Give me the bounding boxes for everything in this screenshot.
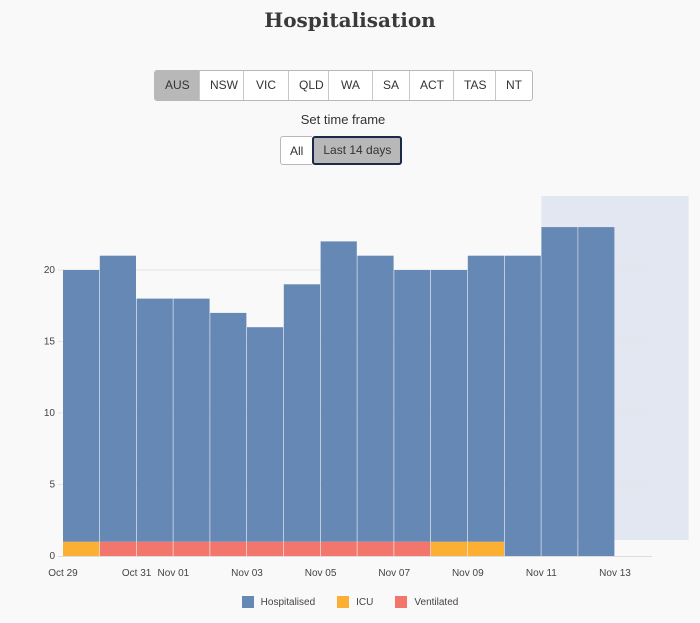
bar-hospitalised-nov-09[interactable] bbox=[467, 255, 504, 542]
region-button-act[interactable]: ACT bbox=[410, 71, 454, 100]
legend-item-ventilated[interactable]: Ventilated bbox=[395, 596, 458, 608]
legend-label: Hospitalised bbox=[260, 596, 316, 608]
hospitalisation-chart: 0 5 10 15 20 Oct 29 Oct 31 Nov 01 Nov 03 Nov 05 No… bbox=[44, 196, 689, 579]
x-tick-label: Nov 09 bbox=[452, 568, 484, 579]
x-tick-label: Oct 31 bbox=[122, 568, 152, 579]
timeframe-last-14-days-button[interactable]: Last 14 days bbox=[312, 136, 403, 165]
bar-ventilated-nov-04[interactable] bbox=[283, 541, 320, 556]
legend-label: Ventilated bbox=[414, 596, 459, 608]
bar-icu-nov-08[interactable] bbox=[431, 541, 468, 556]
bar-ventilated-nov-02[interactable] bbox=[210, 541, 247, 556]
legend-swatch bbox=[395, 596, 408, 608]
y-tick-label: 5 bbox=[49, 480, 55, 491]
chart-legend: Hospitalised ICU Ventilated bbox=[0, 596, 700, 608]
x-tick-label: Nov 07 bbox=[378, 568, 410, 579]
bar-hospitalised-nov-10[interactable] bbox=[504, 255, 541, 556]
bar-hospitalised-nov-06[interactable] bbox=[357, 255, 394, 542]
bar-ventilated-oct-30[interactable] bbox=[99, 541, 136, 556]
timeframe-label: Set time frame bbox=[300, 112, 386, 127]
bar-hospitalised-nov-02[interactable] bbox=[210, 312, 247, 542]
region-button-aus[interactable]: AUS bbox=[155, 71, 200, 100]
y-tick-label: 20 bbox=[44, 265, 56, 276]
region-button-sa[interactable]: SA bbox=[373, 71, 410, 100]
region-button-wa[interactable]: WA bbox=[329, 71, 373, 100]
region-button-nsw[interactable]: NSW bbox=[200, 71, 244, 100]
bar-hospitalised-nov-01[interactable] bbox=[173, 298, 210, 542]
region-button-vic[interactable]: VIC bbox=[244, 71, 289, 100]
x-tick-label: Nov 03 bbox=[231, 568, 263, 579]
bar-hospitalised-oct-30[interactable] bbox=[99, 255, 136, 542]
x-tick-label: Nov 11 bbox=[526, 568, 557, 579]
legend-swatch bbox=[337, 596, 350, 608]
bar-ventilated-oct-31[interactable] bbox=[136, 541, 173, 556]
legend-item-icu[interactable]: ICU bbox=[337, 596, 373, 608]
x-tick-label: Nov 01 bbox=[158, 568, 190, 579]
legend-label: ICU bbox=[356, 596, 374, 608]
bar-hospitalised-nov-05[interactable] bbox=[320, 241, 357, 542]
bar-hospitalised-nov-04[interactable] bbox=[283, 284, 320, 542]
timeframe-all-button[interactable]: All bbox=[280, 136, 313, 165]
chart-title: Hospitalisation bbox=[264, 8, 436, 32]
region-button-nt[interactable]: NT bbox=[496, 71, 532, 100]
bar-hospitalised-nov-11[interactable] bbox=[541, 227, 578, 556]
bar-icu-nov-09[interactable] bbox=[467, 541, 504, 556]
bar-ventilated-nov-05[interactable] bbox=[320, 541, 357, 556]
timeframe-selector: All Last 14 days bbox=[280, 136, 403, 165]
y-tick-label: 0 bbox=[49, 551, 55, 562]
y-tick-label: 15 bbox=[44, 337, 56, 348]
bar-icu-oct-29[interactable] bbox=[63, 541, 100, 556]
y-tick-label: 10 bbox=[44, 408, 56, 419]
region-button-tas[interactable]: TAS bbox=[454, 71, 496, 100]
x-tick-label: Oct 29 bbox=[48, 568, 78, 579]
legend-swatch bbox=[241, 596, 254, 608]
bar-ventilated-nov-03[interactable] bbox=[247, 541, 284, 556]
x-tick-label: Nov 13 bbox=[599, 568, 631, 579]
legend-item-hospitalised[interactable]: Hospitalised bbox=[241, 596, 316, 608]
region-button-qld[interactable]: QLD bbox=[289, 71, 329, 100]
bar-ventilated-nov-06[interactable] bbox=[357, 541, 394, 556]
bar-hospitalised-nov-12[interactable] bbox=[578, 227, 615, 556]
bar-ventilated-nov-01[interactable] bbox=[173, 541, 210, 556]
bar-ventilated-nov-07[interactable] bbox=[394, 541, 431, 556]
region-selector: AUS NSW VIC QLD WA SA ACT TAS NT bbox=[154, 70, 533, 101]
bar-hospitalised-oct-31[interactable] bbox=[136, 298, 173, 542]
bar-hospitalised-nov-07[interactable] bbox=[394, 270, 431, 542]
x-tick-label: Nov 05 bbox=[305, 568, 337, 579]
bar-hospitalised-oct-29[interactable] bbox=[63, 270, 100, 542]
bar-hospitalised-nov-03[interactable] bbox=[247, 327, 284, 542]
bar-hospitalised-nov-08[interactable] bbox=[431, 270, 468, 542]
